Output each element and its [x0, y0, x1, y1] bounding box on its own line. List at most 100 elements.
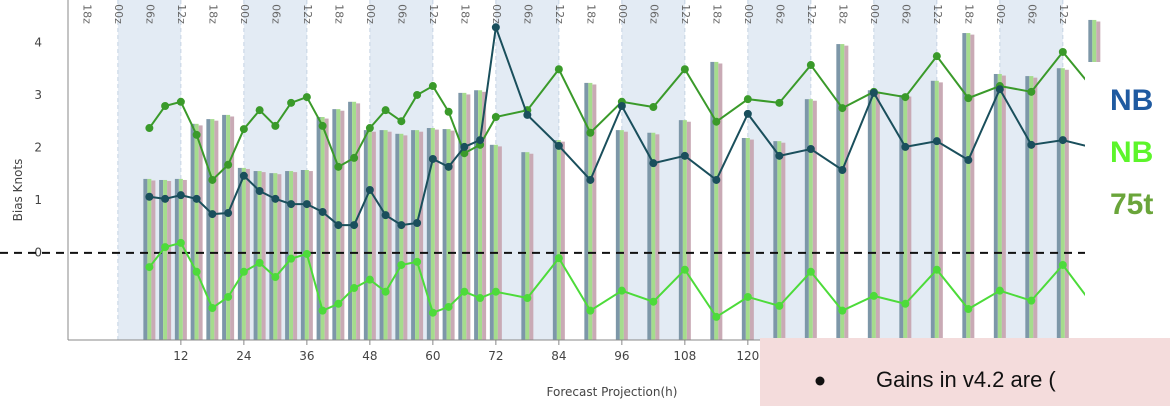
- time-label: 06z: [395, 4, 408, 24]
- point: [491, 23, 500, 32]
- legend-text: NB: [1110, 84, 1153, 117]
- bar: [442, 129, 447, 340]
- point: [617, 101, 626, 110]
- bar: [623, 131, 628, 340]
- time-label: 18z: [584, 4, 597, 24]
- bar: [1001, 75, 1006, 341]
- bar: [277, 174, 282, 340]
- bar: [210, 119, 215, 340]
- x-tick-label: 36: [299, 349, 314, 363]
- bar: [749, 139, 754, 340]
- bar: [348, 101, 353, 340]
- point: [255, 186, 264, 195]
- bar: [419, 131, 424, 340]
- bar: [489, 144, 494, 340]
- bar: [875, 91, 880, 340]
- x-tick-label: 84: [551, 349, 566, 363]
- point: [161, 194, 170, 203]
- time-label: 12z: [679, 4, 692, 24]
- bar: [647, 132, 652, 340]
- legend-panel: [1085, 62, 1170, 340]
- x-tick-label: 48: [362, 349, 377, 363]
- bar: [903, 94, 908, 340]
- time-label: 18z: [962, 4, 975, 24]
- point: [680, 65, 689, 74]
- bar: [352, 101, 357, 340]
- x-tick-label: 72: [488, 349, 503, 363]
- time-label: 18z: [836, 4, 849, 24]
- bar: [1060, 68, 1065, 341]
- point: [460, 142, 469, 151]
- time-label: 06z: [143, 4, 156, 24]
- point: [350, 153, 359, 162]
- bar: [167, 181, 172, 340]
- time-label: 00z: [112, 4, 125, 24]
- y-tick-label: 2: [34, 140, 42, 154]
- bar: [777, 141, 782, 340]
- time-label: 06z: [773, 4, 786, 24]
- point: [397, 117, 406, 126]
- point: [523, 110, 532, 119]
- time-label: 06z: [269, 4, 282, 24]
- point: [302, 93, 311, 102]
- time-label: 12z: [427, 4, 440, 24]
- bar: [718, 63, 723, 340]
- point: [224, 160, 233, 169]
- time-label: 18z: [332, 4, 345, 24]
- bar: [308, 171, 313, 340]
- point: [302, 249, 311, 258]
- bar: [273, 173, 278, 340]
- point: [176, 238, 185, 247]
- point: [239, 171, 248, 180]
- point: [145, 124, 154, 133]
- bar: [226, 114, 231, 340]
- bar: [686, 121, 691, 340]
- bar: [478, 90, 483, 340]
- point: [192, 130, 201, 139]
- point: [287, 254, 296, 263]
- point: [444, 162, 453, 171]
- point: [712, 175, 721, 184]
- time-label: 12z: [301, 4, 314, 24]
- point: [901, 142, 910, 151]
- point: [365, 185, 374, 194]
- bar: [190, 123, 195, 340]
- point: [901, 299, 910, 308]
- bar: [871, 90, 876, 340]
- bar: [324, 118, 329, 340]
- bar: [458, 92, 463, 341]
- point: [680, 151, 689, 160]
- bar: [379, 130, 384, 340]
- bar: [434, 129, 439, 340]
- bar: [174, 178, 179, 340]
- point: [838, 166, 847, 174]
- bar: [230, 116, 235, 341]
- bar: [651, 132, 656, 340]
- point: [397, 221, 406, 230]
- point: [806, 61, 815, 70]
- point: [964, 156, 973, 165]
- point: [381, 106, 390, 115]
- point: [743, 292, 752, 301]
- point: [460, 149, 469, 158]
- bar: [1064, 69, 1069, 341]
- x-tick-label: 60: [425, 349, 440, 363]
- time-label: 00z: [238, 4, 251, 24]
- point: [680, 265, 689, 274]
- y-tick-label: 4: [34, 36, 42, 50]
- point: [869, 88, 878, 97]
- point: [318, 121, 327, 130]
- point: [775, 98, 784, 107]
- point: [381, 211, 390, 220]
- point: [161, 101, 170, 110]
- point: [1058, 260, 1067, 269]
- point: [838, 306, 847, 315]
- time-label: 00z: [868, 4, 881, 24]
- bar: [383, 130, 388, 340]
- point: [743, 95, 752, 104]
- bar: [745, 137, 750, 340]
- bar: [450, 130, 455, 340]
- bar: [411, 130, 416, 340]
